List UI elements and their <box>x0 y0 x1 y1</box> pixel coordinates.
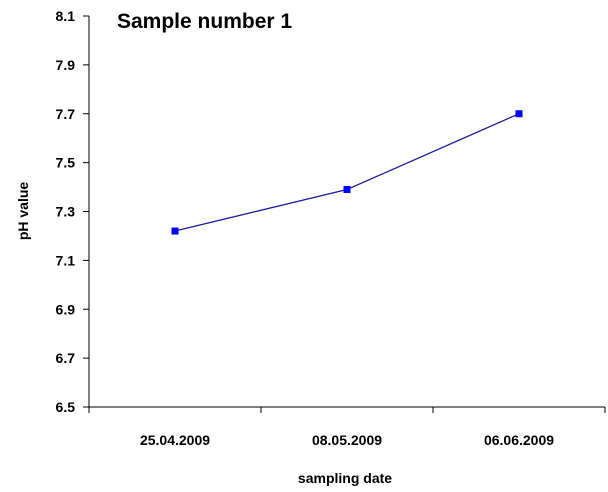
data-point-marker <box>343 186 351 194</box>
data-point-marker <box>171 227 179 235</box>
series-layer <box>171 110 523 235</box>
x-tick-label: 25.04.2009 <box>140 432 210 448</box>
series-line <box>174 113 520 232</box>
y-tick-label: 7.9 <box>56 57 76 73</box>
y-tick-label: 6.9 <box>56 301 76 317</box>
x-ticks: 25.04.2009 08.05.2009 06.06.2009 <box>88 407 606 448</box>
y-axis-title: pH value <box>15 182 31 241</box>
y-tick-label: 7.1 <box>56 252 76 268</box>
y-tick-label: 7.7 <box>56 106 76 122</box>
y-tick-label: 8.1 <box>56 8 76 24</box>
y-tick-label: 6.5 <box>56 399 76 415</box>
y-tick-label: 7.3 <box>56 204 76 220</box>
data-point-marker <box>515 110 523 118</box>
y-tick-label: 6.7 <box>56 350 76 366</box>
axes <box>88 16 605 408</box>
chart-title: Sample number 1 <box>117 10 292 33</box>
x-tick-label: 06.06.2009 <box>484 432 554 448</box>
y-ticks: 6.5 6.7 6.9 7.1 7.3 7.5 7.7 7.9 8.1 <box>56 8 89 415</box>
x-tick-label: 08.05.2009 <box>312 432 382 448</box>
x-axis-title: sampling date <box>298 470 392 486</box>
y-tick-label: 7.5 <box>56 155 76 171</box>
